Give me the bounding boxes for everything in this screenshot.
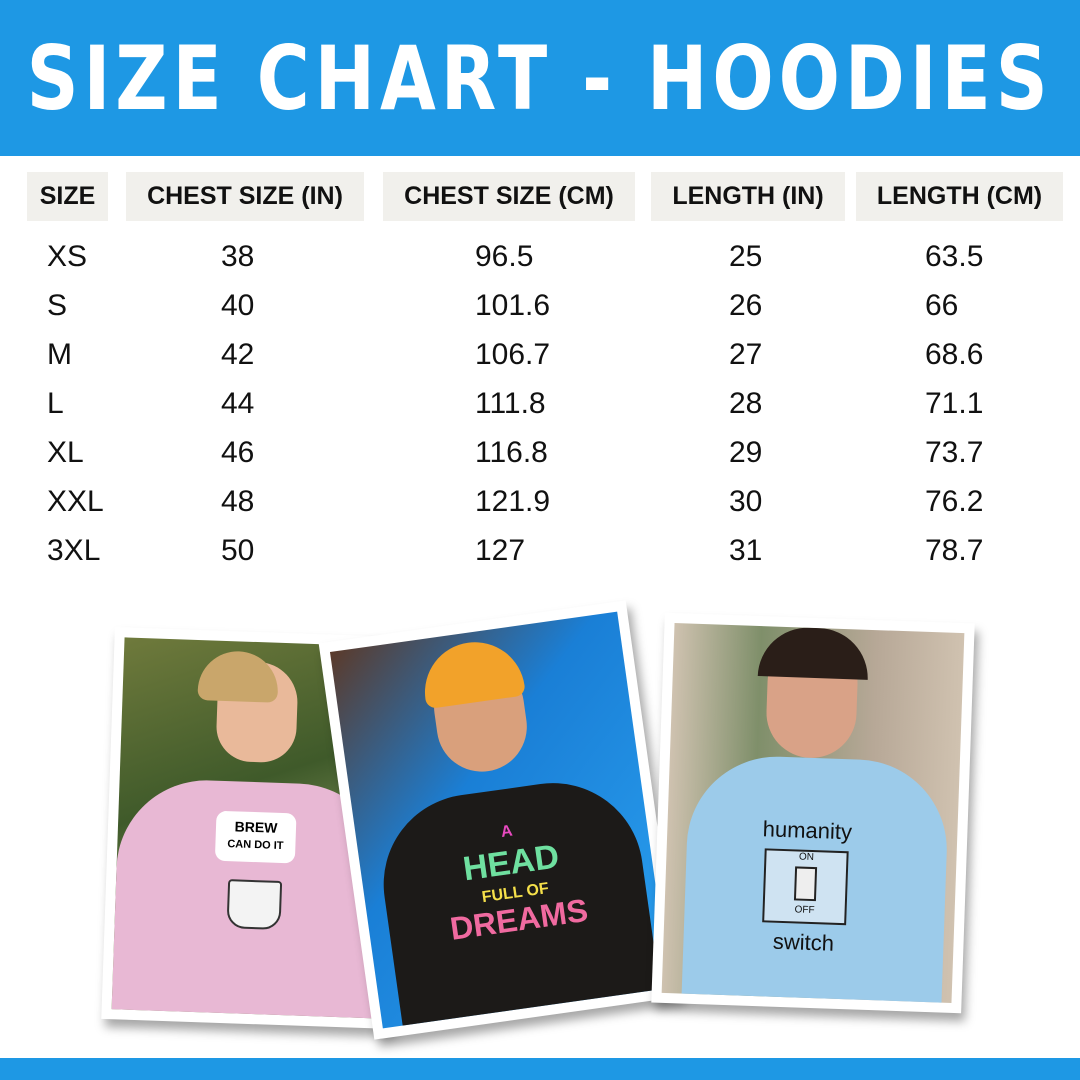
- mug-graphic: [226, 879, 283, 931]
- cell-size: 3XL: [47, 534, 101, 567]
- title-banner: SIZE CHART - HOODIES: [0, 0, 1080, 156]
- cell-length-in: 26: [729, 289, 763, 322]
- cell-length-cm: 76.2: [925, 485, 984, 518]
- cell-size: M: [47, 338, 72, 371]
- photo-blue-hoodie: humanity ON OFF switch: [651, 612, 975, 1014]
- print-text: humanity: [762, 816, 853, 845]
- cell-length-in: 27: [729, 338, 763, 371]
- header-length-in: LENGTH (IN): [651, 172, 845, 221]
- print-text: switch: [772, 928, 835, 956]
- cell-chest-in: 44: [221, 387, 255, 420]
- cell-length-cm: 73.7: [925, 436, 984, 469]
- footer-bar: [0, 1058, 1080, 1080]
- print-text: CAN DO IT: [227, 838, 284, 853]
- cell-chest-cm: 121.9: [475, 485, 551, 518]
- cell-chest-in: 42: [221, 338, 255, 371]
- cell-chest-cm: 127: [475, 534, 526, 567]
- cell-length-in: 31: [729, 534, 763, 567]
- header-chest-cm: CHEST SIZE (CM): [383, 172, 635, 221]
- header-size: SIZE: [27, 172, 108, 221]
- cell-size: XS: [47, 240, 88, 273]
- cell-chest-in: 38: [221, 240, 255, 273]
- cell-length-in: 30: [729, 485, 763, 518]
- cell-length-cm: 63.5: [925, 240, 984, 273]
- cell-length-in: 28: [729, 387, 763, 420]
- cell-chest-cm: 106.7: [475, 338, 551, 371]
- cell-chest-in: 40: [221, 289, 255, 322]
- cell-chest-cm: 96.5: [475, 240, 534, 273]
- cell-chest-in: 50: [221, 534, 255, 567]
- cell-size: XXL: [47, 485, 104, 518]
- page-title: SIZE CHART - HOODIES: [27, 26, 1054, 130]
- cell-size: S: [47, 289, 68, 322]
- cell-length-in: 29: [729, 436, 763, 469]
- header-chest-in: CHEST SIZE (IN): [126, 172, 364, 221]
- cell-length-cm: 68.6: [925, 338, 984, 371]
- cell-size: XL: [47, 436, 84, 469]
- cell-length-cm: 66: [925, 289, 959, 322]
- switch-graphic: ON OFF: [762, 848, 849, 926]
- cell-chest-in: 48: [221, 485, 255, 518]
- cell-length-cm: 71.1: [925, 387, 984, 420]
- cell-chest-cm: 101.6: [475, 289, 551, 322]
- cell-length-cm: 78.7: [925, 534, 984, 567]
- cell-chest-cm: 111.8: [475, 387, 546, 420]
- cell-chest-cm: 116.8: [475, 436, 548, 469]
- header-length-cm: LENGTH (CM): [856, 172, 1063, 221]
- cell-chest-in: 46: [221, 436, 255, 469]
- cell-size: L: [47, 387, 64, 420]
- cell-length-in: 25: [729, 240, 763, 273]
- photo-black-hoodie: A HEAD FULL OF DREAMS: [318, 600, 682, 1040]
